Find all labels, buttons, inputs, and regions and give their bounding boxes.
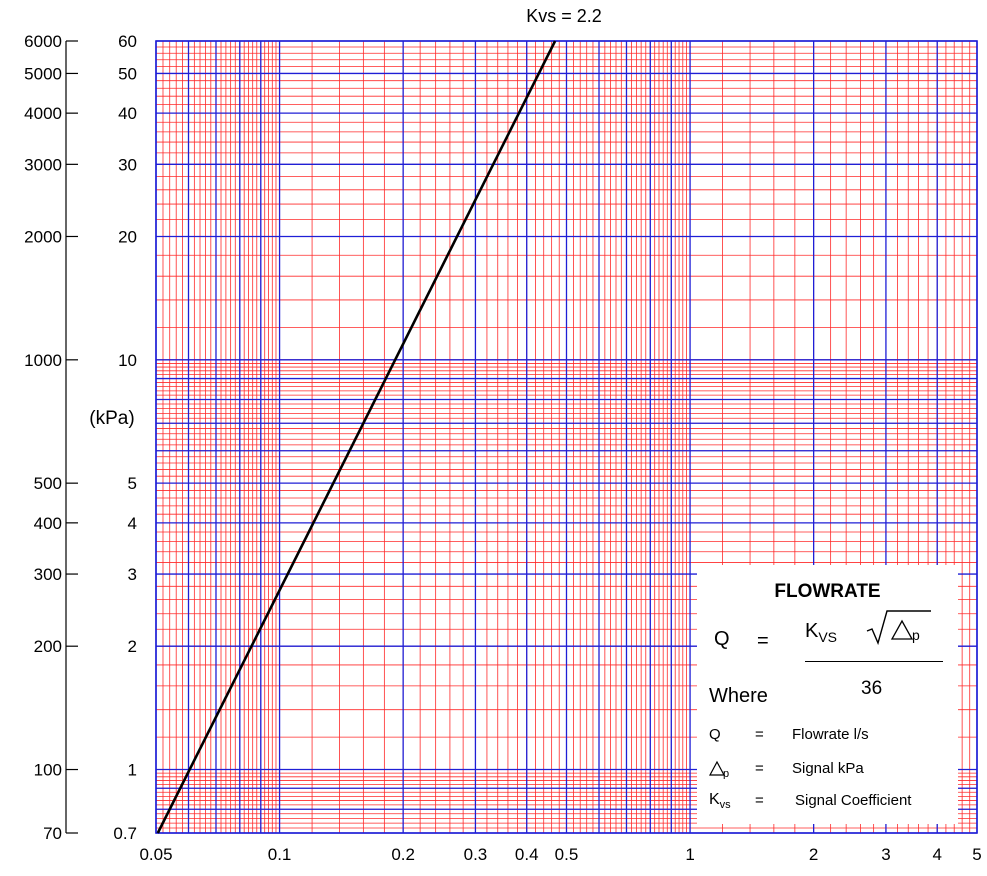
x-tick-label: 0.5 (555, 845, 579, 864)
y-tick-label-kpa: 4000 (24, 104, 62, 123)
y-tick-label-kpa: 200 (34, 637, 62, 656)
row-q-symbol: Q (709, 726, 721, 743)
row-kvs-equals: = (755, 792, 764, 809)
y-tick-label-bar: 3 (128, 565, 137, 584)
y-tick-label-bar: 60 (118, 32, 137, 51)
y-tick-label-bar: 1 (128, 761, 137, 780)
series-line (156, 40, 557, 834)
row-delta-equals: = (755, 760, 764, 777)
delta-icon: p (708, 760, 729, 780)
formula-k-sub: VS (818, 629, 838, 645)
y-tick-label-kpa: 3000 (24, 155, 62, 174)
x-tick-label: 0.3 (464, 845, 488, 864)
y-tick-label-bar: 10 (118, 351, 137, 370)
row-q-desc: Flowrate l/s (792, 726, 869, 743)
y-tick-label-bar: 5 (128, 474, 137, 493)
plot-frame (155, 40, 978, 834)
chart-series (156, 40, 557, 834)
y-tick-label-bar: 30 (118, 155, 137, 174)
y-tick-label-kpa: 2000 (24, 227, 62, 246)
x-tick-label: 3 (881, 845, 890, 864)
y-unit-label: (kPa) (89, 408, 134, 429)
x-tick-label: 0.05 (139, 845, 172, 864)
y-tick-label-bar: 0.7 (113, 824, 137, 843)
x-tick-label: 4 (932, 845, 941, 864)
y-tick-label-kpa: 500 (34, 474, 62, 493)
x-tick-label: 0.1 (268, 845, 292, 864)
y-tick-label-kpa: 6000 (24, 32, 62, 51)
formula-q: Q (714, 628, 730, 650)
row-kvs-symbol: Kvs (709, 791, 731, 812)
row-delta-symbol: p (708, 759, 731, 780)
formula-kvs: KVS (805, 620, 837, 645)
x-tick-label: 2 (809, 845, 818, 864)
y-tick-label-kpa: 300 (34, 565, 62, 584)
x-tick-label: 1 (685, 845, 694, 864)
formula-equals: = (757, 630, 769, 652)
svg-text:p: p (723, 768, 729, 779)
y-tick-label-kpa: 70 (43, 824, 62, 843)
y-tick-label-bar: 2 (128, 637, 137, 656)
x-tick-label: 5 (972, 845, 981, 864)
legend-where: Where (709, 685, 768, 707)
y-tick-label-bar: 50 (118, 64, 137, 83)
legend-title: FLOWRATE (774, 581, 881, 602)
y-tick-label-kpa: 5000 (24, 64, 62, 83)
x-tick-label: 0.2 (391, 845, 415, 864)
flowrate-legend: FLOWRATE Q = KVS p 36 Where Q = Flowrate… (697, 565, 958, 824)
formula-k: K (805, 620, 819, 642)
chart-grid (155, 40, 978, 834)
y-tick-label-kpa: 1000 (24, 351, 62, 370)
y-tick-label-kpa: 100 (34, 761, 62, 780)
y-tick-label-bar: 40 (118, 104, 137, 123)
y-tick-label-bar: 4 (128, 514, 137, 533)
y-tick-label-bar: 20 (118, 227, 137, 246)
x-tick-label: 0.4 (515, 845, 539, 864)
formula-denominator: 36 (861, 678, 883, 699)
sqrt-delta-icon: p (866, 610, 931, 646)
chart-title: Kvs = 2.2 (526, 6, 602, 26)
fraction-bar (805, 661, 943, 662)
row-q-equals: = (755, 726, 764, 743)
y-tick-label-kpa: 400 (34, 514, 62, 533)
delta-sub: p (912, 627, 920, 643)
row-kvs-desc: Signal Coefficient (795, 792, 912, 809)
row-delta-desc: Signal kPa (792, 760, 864, 777)
chart-axes: 0.05 0.1 0.2 0.3 0.4 0.5 1 2 3 4 5 0.7 1 2 3 4 5 10 20 30 40… (24, 32, 982, 864)
